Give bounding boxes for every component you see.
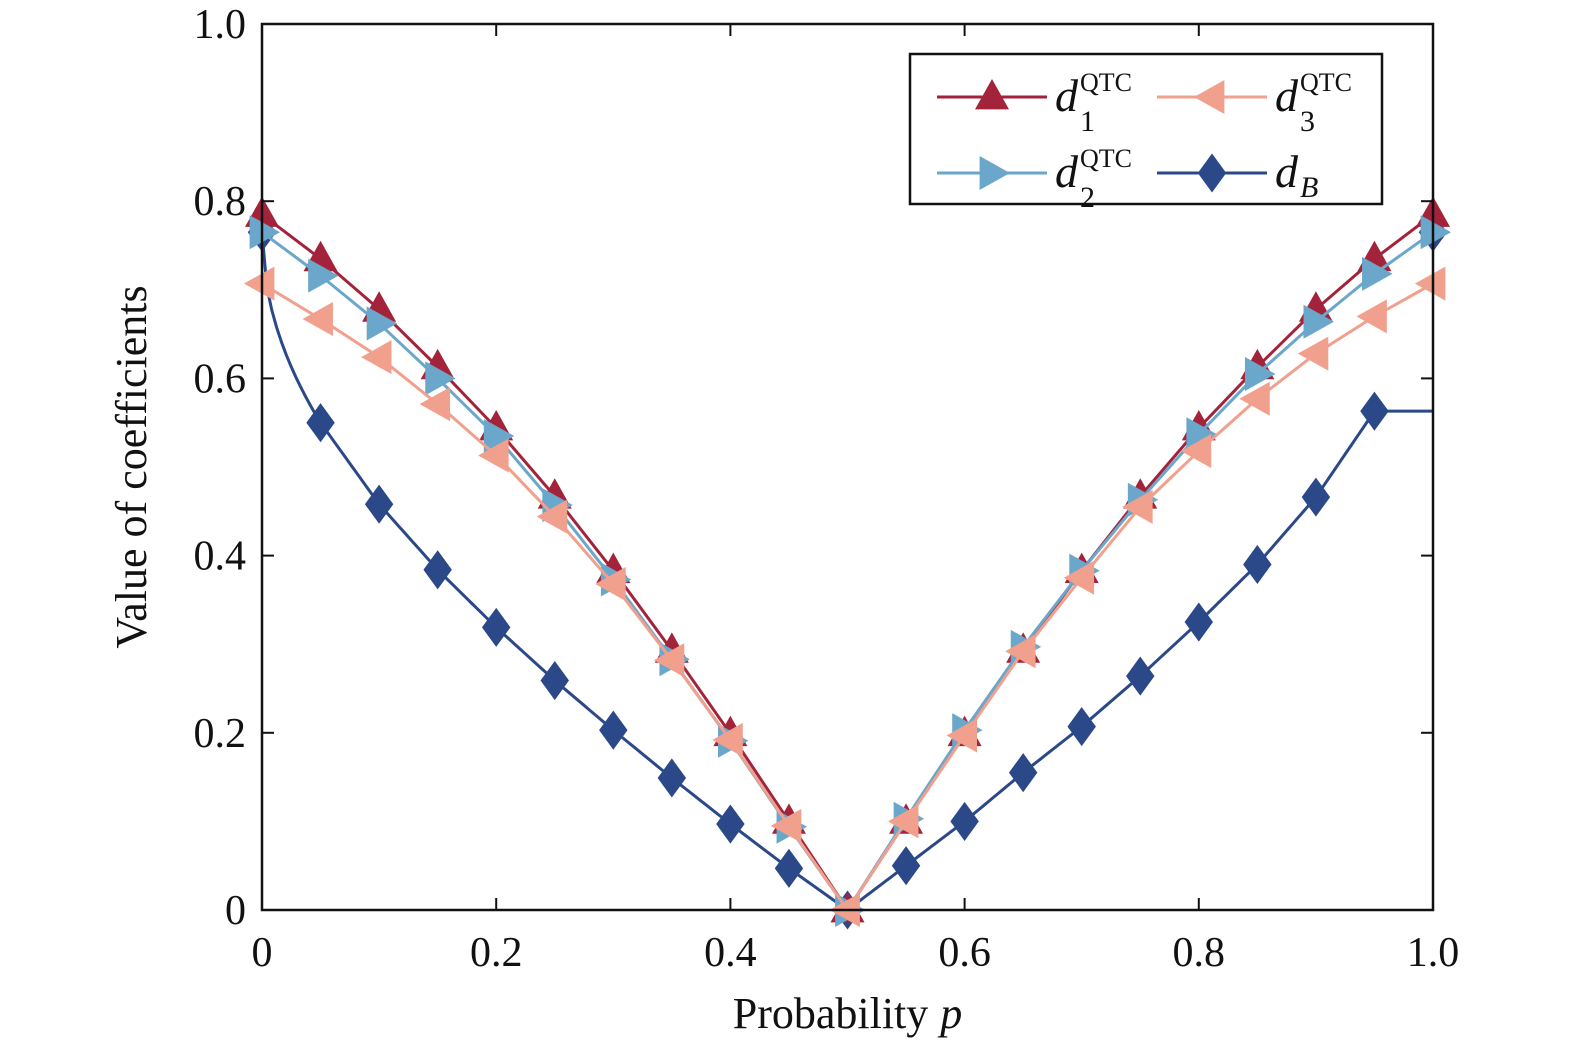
data-point-dB (481, 607, 511, 647)
y-tick-label: 0.4 (194, 534, 247, 580)
data-point-d2QTC (308, 258, 339, 293)
series-layer (243, 196, 1452, 930)
data-point-dB (599, 710, 628, 750)
data-point-d3QTC (1297, 336, 1329, 371)
legend-symbol: d (1275, 146, 1299, 197)
legend-entry-dB: dB (1157, 146, 1318, 204)
legend-entry-d2QTC: dQTC 2 (937, 144, 1132, 214)
data-point-d3QTC (595, 566, 626, 601)
data-point-d2QTC (1362, 256, 1393, 291)
data-point-d3QTC (712, 722, 743, 757)
data-point-dB (1301, 477, 1331, 517)
data-point-d3QTC (361, 340, 392, 375)
legend-swatch-marker (979, 155, 1011, 191)
data-point-d2QTC (425, 361, 456, 396)
data-point-dB (1008, 753, 1038, 793)
data-point-d2QTC (1303, 304, 1334, 339)
data-point-dB (774, 848, 804, 888)
data-point-dB (540, 660, 569, 701)
data-point-dB (1184, 602, 1214, 642)
y-axis-label: Value of coefficients (107, 285, 156, 648)
data-point-d2QTC (1244, 356, 1276, 391)
legend-subscript: B (1300, 171, 1318, 204)
data-point-d3QTC (1414, 266, 1446, 301)
data-point-dB (1067, 707, 1096, 747)
data-point-d2QTC (366, 306, 398, 341)
data-point-d3QTC (1239, 381, 1270, 416)
data-point-dB (657, 758, 687, 798)
data-point-dB (716, 804, 745, 844)
data-point-dB (950, 801, 979, 841)
data-point-dB (306, 403, 335, 443)
data-point-d3QTC (536, 499, 568, 534)
data-point-d3QTC (888, 804, 919, 839)
y-tick-label: 1.0 (194, 2, 247, 48)
data-point-d3QTC (1180, 434, 1212, 469)
data-point-d3QTC (419, 387, 451, 422)
legend-entry-d1QTC: dQTC 1 (937, 68, 1132, 138)
legend-superscript: QTC (1080, 144, 1132, 173)
x-axis-label-variable: p (937, 989, 962, 1038)
data-point-d3QTC (946, 718, 977, 753)
legend-subscript: 3 (1300, 105, 1315, 138)
x-axis-label-text: Probability (733, 989, 929, 1038)
data-point-d2QTC (249, 215, 281, 250)
x-tick-label: 1.0 (1407, 930, 1460, 976)
data-point-d3QTC (302, 302, 333, 337)
data-point-dB (891, 846, 921, 886)
x-tick-label: 0.2 (470, 930, 523, 976)
legend-label: dQTC 3 (1275, 68, 1352, 138)
data-point-d2QTC (1420, 215, 1452, 250)
data-point-dB (1360, 391, 1389, 431)
x-axis-label: Probability p (733, 989, 963, 1038)
legend-superscript: QTC (1300, 68, 1352, 97)
legend-subscript: 2 (1080, 181, 1095, 214)
y-tick-label: 0.8 (194, 179, 247, 225)
y-tick-label: 0.2 (194, 711, 247, 757)
legend-symbol: d (1275, 70, 1299, 121)
x-tick-label: 0 (252, 930, 273, 976)
x-tick-label: 0.4 (704, 930, 757, 976)
data-point-d3QTC (1356, 299, 1387, 334)
legend-swatch-marker (1197, 153, 1227, 193)
data-point-d3QTC (653, 643, 685, 678)
data-point-dB (423, 550, 452, 590)
data-point-dB (1126, 656, 1155, 696)
y-tick-label: 0 (225, 888, 246, 934)
legend-label: dQTC 1 (1055, 68, 1132, 138)
data-point-d3QTC (478, 438, 509, 473)
axis-ticks: 0 0.2 0.4 0.6 0.8 1.0 0 0.2 0.4 0.6 0.8 1.0 (194, 2, 1460, 976)
legend-swatch-marker (974, 78, 1010, 110)
legend-superscript: QTC (1080, 68, 1132, 97)
data-point-d3QTC (1063, 560, 1095, 595)
legend-subscript: 1 (1080, 105, 1095, 138)
plot-frame (260, 22, 1435, 912)
data-point-dB (1243, 544, 1272, 585)
legend-label: dB (1275, 146, 1318, 204)
legend-symbol: d (1055, 146, 1079, 197)
legend-swatch-marker (1193, 79, 1225, 115)
legend-label: dQTC 2 (1055, 144, 1132, 214)
x-tick-label: 0.6 (938, 930, 991, 976)
data-point-d3QTC (243, 266, 275, 301)
data-point-d3QTC (770, 808, 802, 843)
legend-entry-d3QTC: dQTC 3 (1157, 68, 1352, 138)
legend-symbol: d (1055, 70, 1079, 121)
data-point-dB (364, 484, 394, 524)
x-tick-label: 0.8 (1173, 930, 1226, 976)
series-dB (247, 212, 1448, 930)
y-tick-label: 0.6 (194, 356, 247, 402)
data-point-d3QTC (1005, 634, 1036, 669)
data-point-d3QTC (1122, 489, 1153, 524)
series-d1QTC (244, 196, 1451, 923)
